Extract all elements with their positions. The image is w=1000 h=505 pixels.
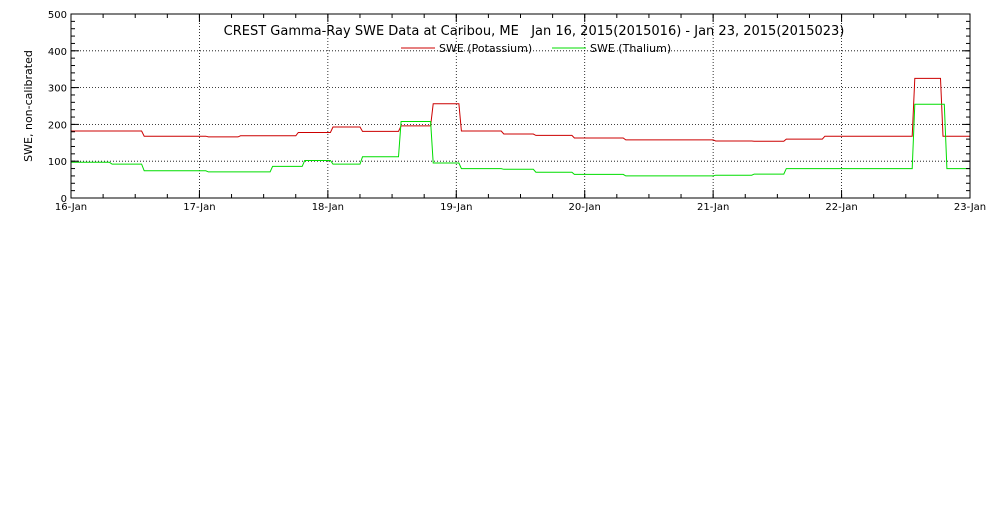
x-tick-label: 18-Jan (312, 202, 344, 213)
axis-ticks: 0 100 200 300 400 500 16-Jan 17-Jan 18-Jan 19-Jan… (48, 10, 986, 213)
x-tick-label: 23-Jan (954, 202, 986, 213)
x-tick-label: 22-Jan (825, 202, 857, 213)
x-tick-label: 19-Jan (440, 202, 472, 213)
grid-lines (71, 14, 970, 198)
y-tick-label: 100 (48, 157, 67, 168)
x-tick-label: 16-Jan (55, 202, 87, 213)
y-tick-label: 300 (48, 84, 67, 95)
y-tick-label: 500 (48, 10, 67, 21)
legend-label: SWE (Thalium) (590, 42, 671, 55)
y-tick-label: 0 (61, 194, 67, 205)
x-tick-label: 17-Jan (183, 202, 215, 213)
x-tick-label: 20-Jan (569, 202, 601, 213)
series-line-potassium (71, 77, 970, 142)
series-lines (71, 77, 970, 177)
chart-title: CREST Gamma-Ray SWE Data at Caribou, ME … (224, 24, 845, 39)
y-tick-label: 400 (48, 47, 67, 58)
x-tick-label: 21-Jan (697, 202, 729, 213)
legend: SWE (Potassium) SWE (Thalium) (401, 42, 671, 55)
series-line-thalium (71, 103, 970, 177)
legend-label: SWE (Potassium) (439, 42, 532, 55)
y-axis-label: SWE, non-calibrated (22, 50, 35, 162)
y-tick-label: 200 (48, 120, 67, 131)
